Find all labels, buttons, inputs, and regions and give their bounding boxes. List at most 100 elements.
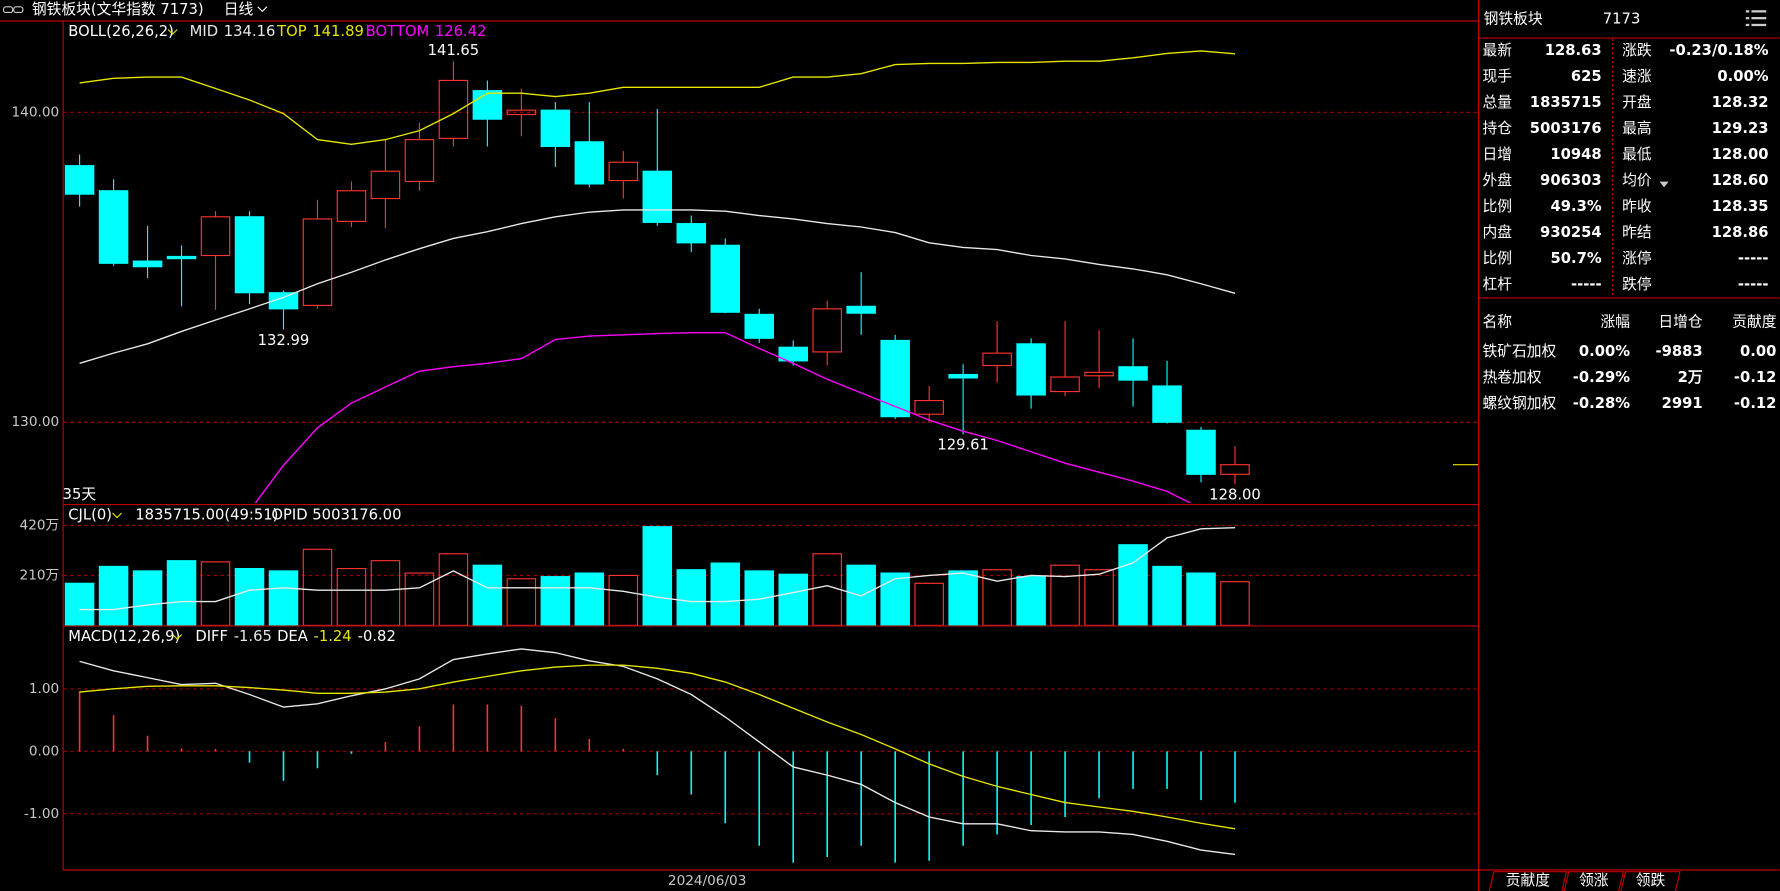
quote-value: 625 (1571, 68, 1602, 85)
instrument-name: 钢铁板块 (1484, 9, 1543, 27)
candle-body (914, 399, 944, 415)
tab-outline[interactable] (1563, 871, 1624, 891)
dropdown-arrow[interactable] (167, 29, 178, 35)
volume-bar (1152, 565, 1182, 626)
component-cell: 铁矿石加权 (1482, 343, 1556, 360)
boll-line (79, 50, 1236, 145)
volume-bar (268, 570, 299, 626)
opid-line (79, 526, 1236, 611)
volume-bar (336, 567, 367, 626)
quote-value: ----- (1738, 276, 1769, 293)
candle-body (1152, 385, 1182, 423)
component-cell: -0.12 (1734, 395, 1777, 412)
tab-outline[interactable] (1620, 871, 1681, 891)
dropdown-arrow[interactable] (112, 512, 122, 519)
quote-label: 均价 (1622, 172, 1652, 189)
volume-bar (710, 562, 741, 626)
volume-bar (948, 570, 978, 626)
tab[interactable]: 贡献度 (1506, 872, 1551, 889)
menu-icon[interactable] (1745, 10, 1767, 27)
legend-entry: DEA -1.24 (277, 628, 352, 645)
tab[interactable]: 领涨 (1579, 872, 1609, 889)
window-icon (2, 6, 24, 14)
candle-body (336, 190, 367, 223)
low-label: 132.99 (258, 332, 310, 349)
y-tick-label: 210万 (20, 567, 60, 583)
macd-line-clip (79, 648, 1236, 856)
quote-value: 1835715 (1530, 94, 1602, 111)
opid-readout: OPID 5003176.00 (271, 506, 401, 523)
volume-bar (438, 553, 469, 626)
quote-value: 128.63 (1545, 42, 1602, 59)
quote-label: 涨停 (1622, 250, 1652, 267)
chart-title: BOLL(26,26,2) (68, 23, 174, 40)
volume-bar (166, 560, 197, 626)
chart-title: CJL(0) (68, 506, 112, 523)
candle-body (404, 139, 435, 183)
volume-bar (472, 564, 503, 626)
quote-label: 最新 (1482, 42, 1512, 59)
tab-outline[interactable] (1488, 871, 1568, 891)
macd-bars (78, 691, 1236, 863)
volume-bar (880, 572, 910, 626)
candle-body (234, 216, 265, 294)
tab[interactable]: 领跌 (1636, 872, 1666, 889)
candle-body (1220, 464, 1250, 475)
volume-bar (1084, 569, 1114, 626)
legend-entry: DIFF -1.65 (195, 628, 272, 645)
boll-line (254, 331, 1192, 503)
component-cell: -9883 (1655, 343, 1702, 360)
dropdown-arrow[interactable] (257, 6, 268, 13)
volume-bar (64, 582, 95, 626)
legend-entry-part: 141.89 (312, 23, 364, 40)
volume-bar (676, 569, 707, 626)
quote-label: 昨结 (1622, 224, 1652, 241)
column-header: 贡献度 (1732, 313, 1777, 330)
quote-value: 50.7% (1550, 250, 1601, 267)
chart-title: MACD(12,26,9) (68, 628, 180, 645)
candle-body (778, 346, 808, 362)
dropdown-arrow[interactable] (172, 634, 183, 640)
macd-readout: -0.82 (358, 628, 396, 645)
quote-label: 最高 (1622, 120, 1652, 137)
volume-bar (1186, 572, 1216, 626)
candle-body (1084, 371, 1114, 377)
volume-bar (574, 572, 605, 626)
candle-body (506, 109, 537, 116)
candle-body (200, 216, 231, 257)
y-tick-label: 1.00 (29, 681, 59, 697)
candle-body (574, 141, 605, 185)
candle-body (268, 292, 299, 310)
component-cell: 螺纹钢加权 (1482, 395, 1556, 412)
candle-body (166, 255, 197, 260)
candle-body (812, 308, 842, 353)
quote-value: 0.00% (1717, 68, 1768, 85)
quote-value: 128.32 (1712, 94, 1769, 111)
component-cell: 2991 (1662, 395, 1703, 412)
volume-bar (778, 573, 808, 626)
candle-body (98, 190, 129, 264)
quote-value: 5003176 (1530, 120, 1602, 137)
volume-bar (370, 560, 401, 626)
quote-label: 比例 (1482, 250, 1512, 267)
quote-value: 128.86 (1712, 224, 1769, 241)
component-cell: 0.00 (1740, 343, 1776, 360)
quote-value: -0.23/0.18% (1669, 42, 1768, 59)
volume-bar (744, 570, 774, 626)
quote-label: 开盘 (1622, 93, 1652, 111)
candle-body (608, 161, 639, 182)
period-selector[interactable]: 日线 (224, 1, 254, 18)
legend-entry-part: -1.24 (314, 628, 352, 645)
candle-body (370, 170, 401, 200)
volume-bar (404, 572, 435, 626)
candle-body (438, 79, 469, 139)
candle-body (540, 109, 571, 148)
candle-body (744, 313, 774, 339)
quote-value: 128.60 (1712, 172, 1769, 189)
volume-bar (608, 574, 639, 626)
legend-entry-part: BOTTOM (366, 23, 430, 40)
volume-bar (1050, 564, 1080, 626)
y-tick-label: -1.00 (24, 806, 59, 822)
volume-bar (98, 565, 129, 626)
